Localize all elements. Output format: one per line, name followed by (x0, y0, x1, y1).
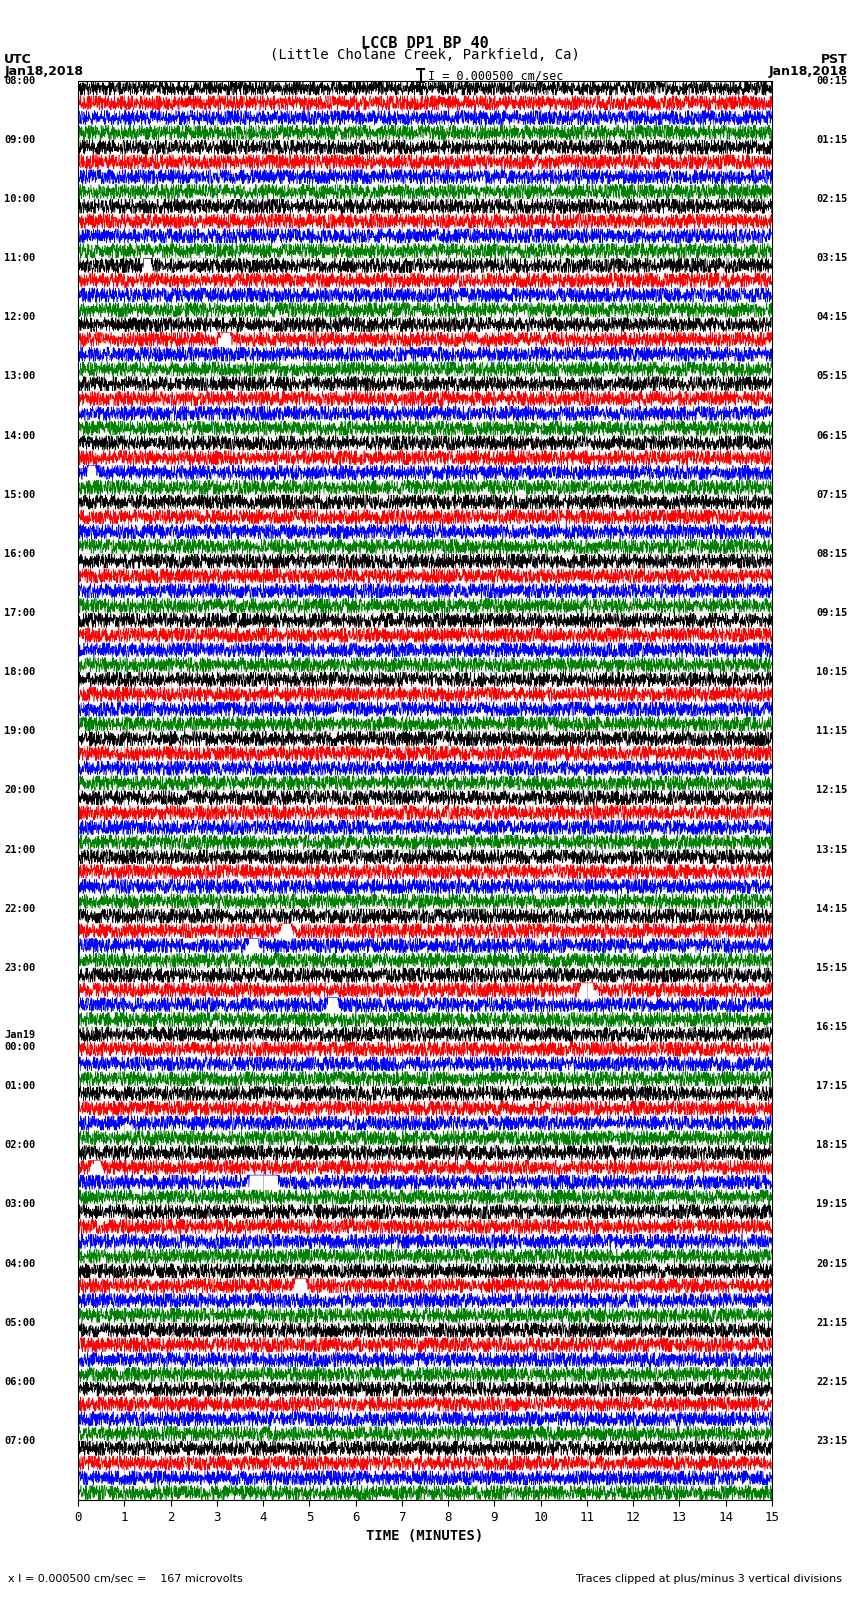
Text: 10:00: 10:00 (4, 194, 36, 203)
Text: x I = 0.000500 cm/sec =    167 microvolts: x I = 0.000500 cm/sec = 167 microvolts (8, 1574, 243, 1584)
Text: LCCB DP1 BP 40: LCCB DP1 BP 40 (361, 37, 489, 52)
Text: I = 0.000500 cm/sec: I = 0.000500 cm/sec (428, 69, 563, 82)
Text: 16:15: 16:15 (816, 1023, 847, 1032)
Text: 19:15: 19:15 (816, 1200, 847, 1210)
Text: 19:00: 19:00 (4, 726, 36, 736)
Text: 06:15: 06:15 (816, 431, 847, 440)
Text: 11:15: 11:15 (816, 726, 847, 736)
Text: 07:00: 07:00 (4, 1436, 36, 1445)
Text: 20:00: 20:00 (4, 786, 36, 795)
Text: Jan18,2018: Jan18,2018 (4, 65, 83, 77)
Text: Jan19
00:00: Jan19 00:00 (4, 1031, 36, 1052)
Text: 05:00: 05:00 (4, 1318, 36, 1327)
Text: 08:00: 08:00 (4, 76, 36, 85)
Text: 15:15: 15:15 (816, 963, 847, 973)
Text: 06:00: 06:00 (4, 1378, 36, 1387)
Text: 21:15: 21:15 (816, 1318, 847, 1327)
Text: 20:15: 20:15 (816, 1258, 847, 1268)
Text: 22:00: 22:00 (4, 903, 36, 913)
Text: 14:00: 14:00 (4, 431, 36, 440)
Text: 12:15: 12:15 (816, 786, 847, 795)
Text: 02:00: 02:00 (4, 1140, 36, 1150)
Text: 09:00: 09:00 (4, 135, 36, 145)
Text: 22:15: 22:15 (816, 1378, 847, 1387)
Text: 13:15: 13:15 (816, 845, 847, 855)
Text: 15:00: 15:00 (4, 490, 36, 500)
Text: 02:15: 02:15 (816, 194, 847, 203)
Text: 17:15: 17:15 (816, 1081, 847, 1090)
Text: Jan18,2018: Jan18,2018 (768, 65, 847, 77)
Text: 23:15: 23:15 (816, 1436, 847, 1445)
Text: 17:00: 17:00 (4, 608, 36, 618)
Text: 16:00: 16:00 (4, 548, 36, 558)
Text: UTC: UTC (4, 53, 32, 66)
Text: Traces clipped at plus/minus 3 vertical divisions: Traces clipped at plus/minus 3 vertical … (575, 1574, 842, 1584)
Text: 11:00: 11:00 (4, 253, 36, 263)
Text: 05:15: 05:15 (816, 371, 847, 381)
Text: 23:00: 23:00 (4, 963, 36, 973)
Text: PST: PST (821, 53, 847, 66)
Text: 21:00: 21:00 (4, 845, 36, 855)
Text: 01:00: 01:00 (4, 1081, 36, 1090)
Text: (Little Cholane Creek, Parkfield, Ca): (Little Cholane Creek, Parkfield, Ca) (270, 47, 580, 61)
Text: 00:15: 00:15 (816, 76, 847, 85)
Text: 09:15: 09:15 (816, 608, 847, 618)
Text: 04:15: 04:15 (816, 313, 847, 323)
X-axis label: TIME (MINUTES): TIME (MINUTES) (366, 1529, 484, 1544)
Text: 18:15: 18:15 (816, 1140, 847, 1150)
Text: 18:00: 18:00 (4, 668, 36, 677)
Text: 14:15: 14:15 (816, 903, 847, 913)
Text: 08:15: 08:15 (816, 548, 847, 558)
Text: 04:00: 04:00 (4, 1258, 36, 1268)
Text: 13:00: 13:00 (4, 371, 36, 381)
Text: 10:15: 10:15 (816, 668, 847, 677)
Text: 12:00: 12:00 (4, 313, 36, 323)
Text: 03:00: 03:00 (4, 1200, 36, 1210)
Text: 07:15: 07:15 (816, 490, 847, 500)
Text: 03:15: 03:15 (816, 253, 847, 263)
Text: 01:15: 01:15 (816, 135, 847, 145)
